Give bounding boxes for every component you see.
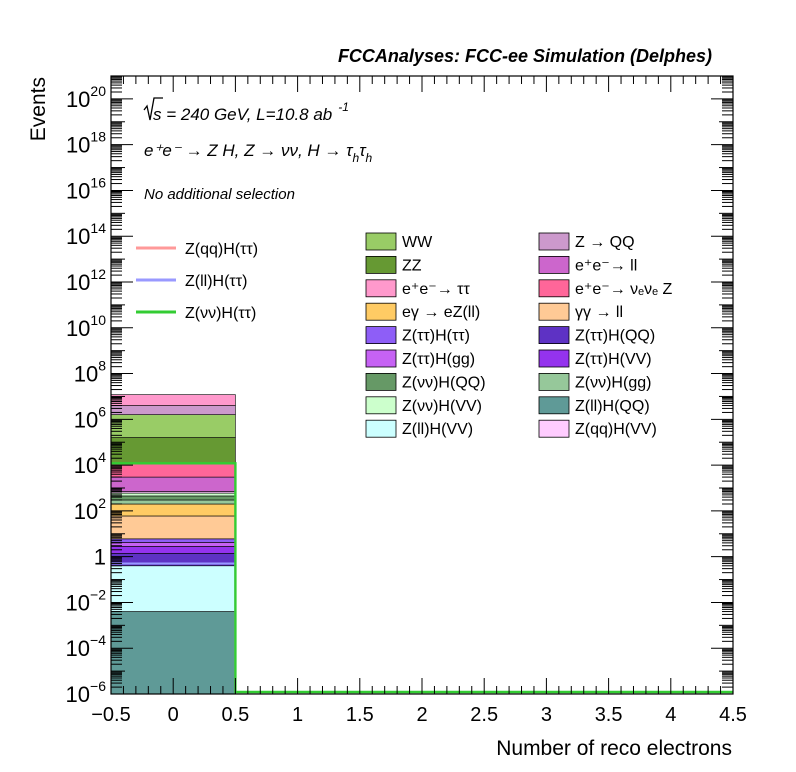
background-legend: WW Z → QQ ZZ e⁺e⁻→ ll e⁺e⁻→ ττ e⁺e⁻→ νₑνₑ Z eγ… (365, 232, 672, 438)
bar-segment-17 (110, 394, 236, 406)
y-tick-label: 10−6 (66, 678, 107, 707)
process-label: e⁺e⁻ → Z H, Z → νν, H → τhτh (144, 141, 373, 165)
bar-segment-10 (110, 492, 236, 497)
process-sub-2: h (366, 151, 373, 165)
legend-label-z-qq-h-vv: Z(qq)H(VV) (575, 421, 657, 438)
legend-label-zz: ZZ (402, 257, 422, 274)
x-tick-label: 4.5 (719, 704, 747, 726)
legend-swatch-5 (538, 279, 570, 298)
legend-label-e-e: e⁺e⁻→ ττ (402, 281, 470, 298)
bar-segment-16 (110, 405, 236, 415)
legend-label-z-h-gg: Z(νν)H(gg) (575, 374, 651, 391)
bar-segment-3 (110, 546, 236, 554)
legend-label-z-ll-h-qq: Z(ll)H(QQ) (575, 398, 650, 415)
x-tick-label: 1 (292, 704, 303, 726)
legend-swatch-14 (365, 396, 397, 415)
process-sub-1: h (353, 151, 360, 165)
y-tick-label: 1016 (66, 174, 106, 203)
y-tick-label: 104 (74, 449, 106, 478)
legend-swatch-2 (365, 255, 397, 274)
legend-label-z-h-gg: Z(ττ)H(gg) (402, 351, 475, 368)
legend-label-z-qq: Z → QQ (575, 234, 635, 251)
bar-segment-9 (110, 495, 236, 501)
legend-label-e-e-z: e⁺e⁻→ νₑνₑ Z (575, 281, 672, 298)
sqrt-arg: s (153, 105, 162, 124)
energy-lumi-label: s = 240 GeV, L=10.8 ab -1 (143, 97, 349, 124)
stacked-bars (110, 394, 236, 695)
y-tick-label: 106 (74, 403, 106, 432)
process-text: e⁺e⁻ → Z H, Z → νν, H → τ (144, 141, 354, 160)
y-tick-label: 1018 (66, 129, 106, 158)
y-tick-label: 1020 (66, 83, 106, 112)
legend-swatch-8 (365, 326, 397, 345)
legend-label-z-h-vv: Z(νν)H(VV) (402, 398, 482, 415)
y-axis-label: Events (27, 77, 50, 141)
legend-swatch-16 (365, 419, 397, 438)
bar-segment-8 (110, 499, 236, 505)
legend-label-z-h-qq: Z(νν)H(QQ) (402, 374, 486, 391)
legend-swatch-9 (538, 326, 570, 345)
lumi-exponent: -1 (338, 100, 349, 114)
legend-swatch-4 (365, 279, 397, 298)
y-axis: 1020 1018 1016 1014 1012 1010 108 106 104 102 1 10−… (66, 76, 733, 707)
x-tick-label: 0 (168, 704, 179, 726)
selection-label: No additional selection (144, 186, 295, 203)
legend-label-z-ll-h-vv: Z(ll)H(VV) (402, 421, 473, 438)
legend-swatch-10 (365, 349, 397, 368)
svg-text:s = 240 GeV, L=10.8 ab-1: s = 240 GeV, L=10.8 ab -1 (153, 100, 349, 124)
legend-swatch-12 (365, 372, 397, 391)
energy-lumi-text: = 240 GeV, L=10.8 ab (162, 105, 333, 124)
bar-segment-12 (110, 476, 236, 492)
legend-label-z-ll-h: Z(ll)H(ττ) (185, 273, 247, 290)
legend-label-z-h-vv: Z(ττ)H(VV) (575, 351, 652, 368)
legend-swatch-0 (365, 232, 397, 251)
legend-label-e-e-ll: e⁺e⁻→ ll (575, 257, 637, 274)
legend-label-z-h-qq: Z(ττ)H(QQ) (575, 328, 655, 345)
bar-segment-1 (110, 565, 236, 612)
bar-segment-15 (110, 414, 236, 438)
x-tick-label: 0.5 (221, 704, 249, 726)
bar-segment-6 (110, 515, 236, 540)
y-tick-label: 10−4 (66, 632, 107, 661)
sqrt-icon (143, 97, 163, 121)
x-tick-label: 4 (665, 704, 676, 726)
x-tick-label: 2 (416, 704, 427, 726)
y-tick-label: 1010 (66, 312, 106, 341)
signal-legend: Z(qq)H(ττ) Z(ll)H(ττ) Z(νν)H(ττ) (136, 241, 258, 322)
bar-segment-4 (110, 542, 236, 547)
bar-segment-14 (110, 437, 236, 464)
x-tick-label: 3 (541, 704, 552, 726)
legend-label-ll: γγ → ll (575, 304, 623, 321)
x-tick-label: −0.5 (91, 704, 130, 726)
legend-swatch-13 (538, 372, 570, 391)
legend-label-z-h: Z(ττ)H(ττ) (402, 328, 470, 345)
y-tick-label: 108 (74, 358, 106, 387)
legend-swatch-1 (538, 232, 570, 251)
x-tick-label: 3.5 (595, 704, 623, 726)
y-tick-label: 10−2 (66, 586, 107, 615)
x-axis-label: Number of reco electrons (496, 737, 732, 760)
legend-label-e-ez-ll: eγ → eZ(ll) (402, 304, 480, 321)
x-tick-label: 2.5 (470, 704, 498, 726)
legend-swatch-17 (538, 419, 570, 438)
legend-swatch-15 (538, 396, 570, 415)
legend-swatch-7 (538, 302, 570, 321)
y-tick-label: 102 (74, 495, 106, 524)
bar-segment-7 (110, 503, 236, 517)
legend-swatch-3 (538, 255, 570, 274)
legend-swatch-11 (538, 349, 570, 368)
legend-label-ww: WW (402, 234, 433, 251)
legend-swatch-6 (365, 302, 397, 321)
bar-segment-5 (110, 538, 236, 543)
y-tick-label: 1 (94, 545, 106, 570)
process-tau: τ (359, 141, 367, 160)
x-axis: −0.5 0 0.5 1 1.5 2 2.5 3 3.5 4 4.5 (91, 76, 747, 726)
y-tick-label: 1012 (66, 266, 106, 295)
y-tick-label: 1014 (66, 220, 106, 249)
x-tick-label: 1.5 (346, 704, 374, 726)
chart-title: FCCAnalyses: FCC-ee Simulation (Delphes) (338, 46, 712, 66)
legend-label-z-h: Z(νν)H(ττ) (185, 305, 256, 322)
legend-label-z-qq-h: Z(qq)H(ττ) (185, 241, 258, 258)
